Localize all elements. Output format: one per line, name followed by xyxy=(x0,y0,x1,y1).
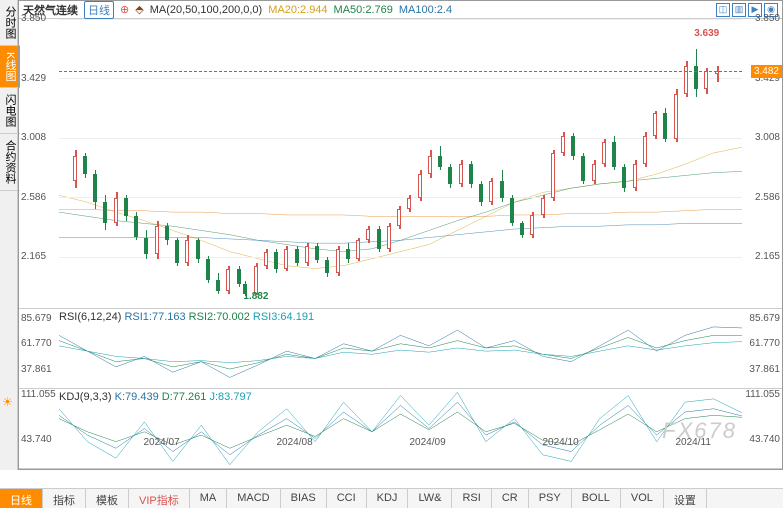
ma20-value: MA20:2.944 xyxy=(268,4,327,16)
chart-area: 天然气连续 日线 ⊕ ⬘ MA(20,50,100,200,0,0) MA20:… xyxy=(18,0,783,470)
rsi-header: RSI(6,12,24) RSI1:77.163 RSI2:70.002 RSI… xyxy=(59,311,314,323)
indicator-tab-VOL[interactable]: VOL xyxy=(621,489,664,508)
watermark: FX678 xyxy=(662,418,737,444)
left-tab-0[interactable]: 分时图 xyxy=(0,0,20,46)
main-price-panel[interactable]: 3.8503.4293.0082.5862.165 3.8503.4293.00… xyxy=(19,19,782,309)
indicator-tab-BIAS[interactable]: BIAS xyxy=(281,489,327,508)
left-tab-1[interactable]: K线图 xyxy=(0,46,20,88)
rsi-panel[interactable]: RSI(6,12,24) RSI1:77.163 RSI2:70.002 RSI… xyxy=(19,309,782,389)
indicator-tab-指标[interactable]: 指标 xyxy=(43,489,86,508)
indicator-tab-VIP指标[interactable]: VIP指标 xyxy=(129,489,190,508)
indicator-tab-CR[interactable]: CR xyxy=(492,489,529,508)
indicator-tab-BOLL[interactable]: BOLL xyxy=(572,489,621,508)
indicator-tab-MACD[interactable]: MACD xyxy=(227,489,280,508)
indicator-tab-模板[interactable]: 模板 xyxy=(86,489,129,508)
kdj-header: KDJ(9,3,3) K:79.439 D:77.261 J:83.797 xyxy=(59,391,252,403)
left-tab-3[interactable]: 合约资料 xyxy=(0,134,20,191)
sun-icon: ☀ xyxy=(2,395,13,409)
indicator-tab-PSY[interactable]: PSY xyxy=(529,489,572,508)
ma100-value: MA100:2.4 xyxy=(399,4,452,16)
indicator-tab-MA[interactable]: MA xyxy=(190,489,228,508)
ma-params: MA(20,50,100,200,0,0) xyxy=(150,4,263,16)
indicator-tab-设置[interactable]: 设置 xyxy=(664,489,707,508)
tool-icon-1[interactable]: ◫ xyxy=(716,3,730,17)
indicator-tab-RSI[interactable]: RSI xyxy=(452,489,491,508)
indicator-tab-日线[interactable]: 日线 xyxy=(0,489,43,508)
indicator-tab-bar: 日线指标模板VIP指标MAMACDBIASCCIKDJLW&RSICRPSYBO… xyxy=(0,488,783,508)
x-axis: 2024/072024/082024/092024/102024/11 xyxy=(77,435,742,451)
indicator-tab-KDJ[interactable]: KDJ xyxy=(367,489,409,508)
pattern-icon[interactable]: ⬘ xyxy=(135,3,143,16)
ma50-value: MA50:2.769 xyxy=(334,4,393,16)
indicator-tab-CCI[interactable]: CCI xyxy=(327,489,367,508)
left-tab-2[interactable]: 闪电图 xyxy=(0,88,20,134)
chart-header: 天然气连续 日线 ⊕ ⬘ MA(20,50,100,200,0,0) MA20:… xyxy=(19,1,782,19)
indicator-tab-LW&[interactable]: LW& xyxy=(408,489,452,508)
timeframe-badge[interactable]: 日线 xyxy=(84,1,114,19)
